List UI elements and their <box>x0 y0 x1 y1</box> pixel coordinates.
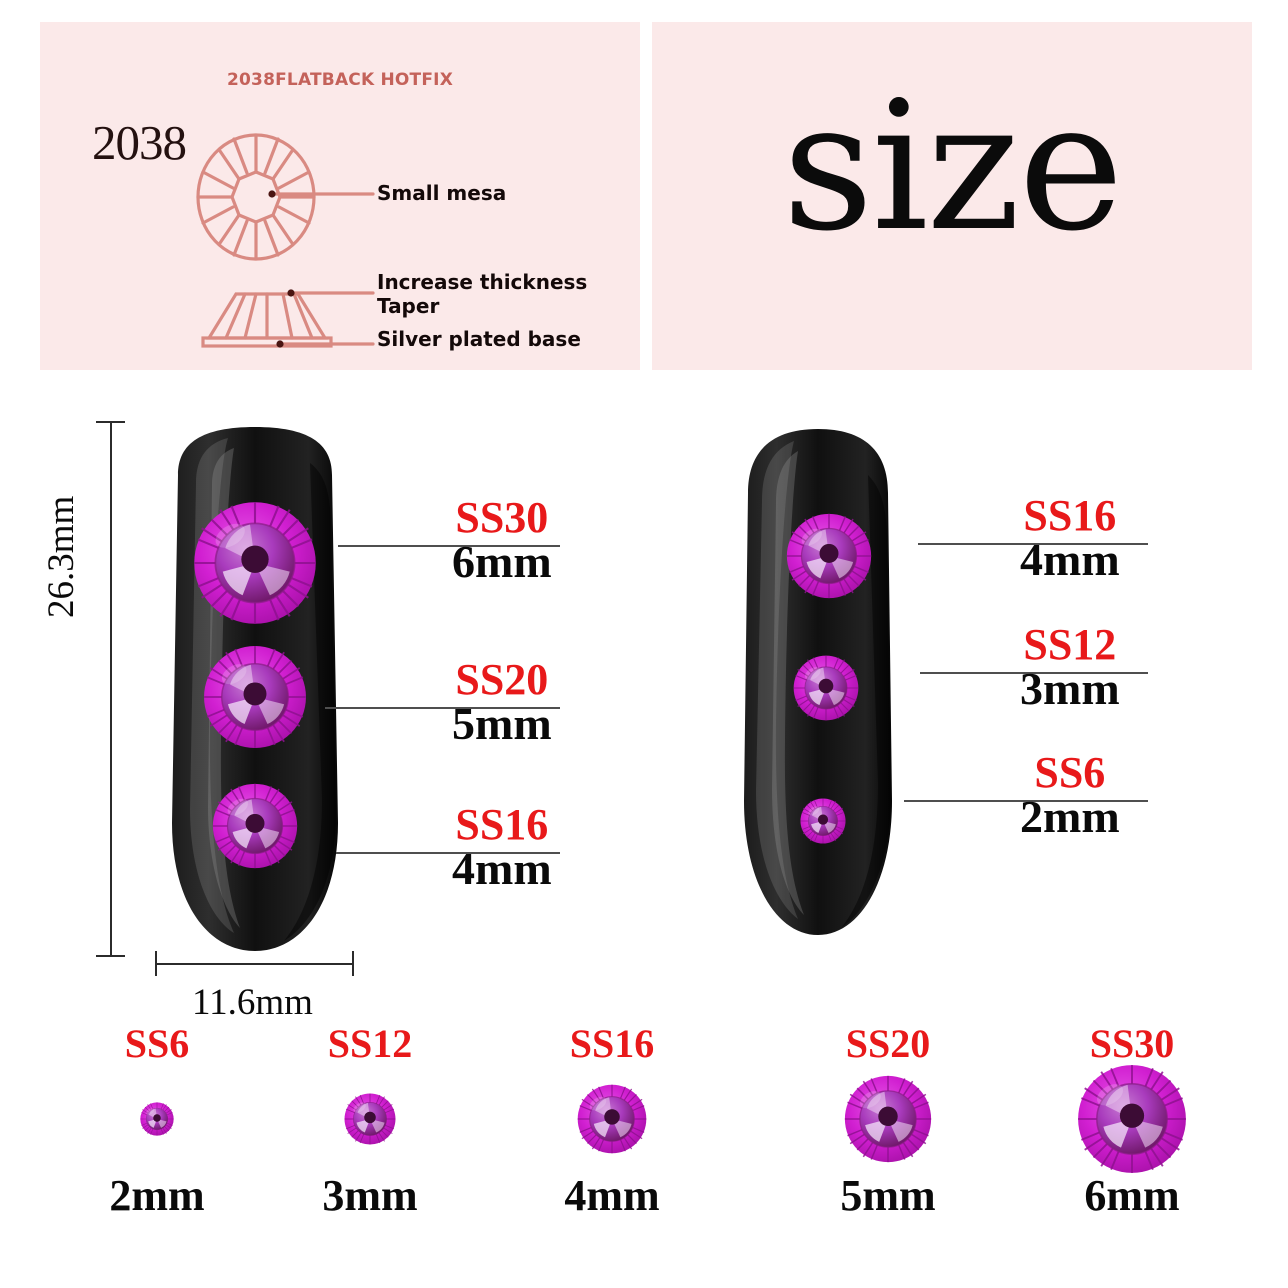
height-dimension-cap-top <box>96 421 125 423</box>
swatch-ss12: SS12 3mm <box>270 1024 470 1218</box>
label-ss6: SS6 2mm <box>1020 748 1120 843</box>
left-nail-edge-shade <box>284 463 336 941</box>
label-ss12-mm: 3mm <box>1020 663 1120 715</box>
label-ss16-left-mm: 4mm <box>452 843 552 895</box>
label-ss16-right-code: SS16 <box>1023 491 1117 540</box>
width-dimension-cap-left <box>155 951 157 976</box>
silver-plated-base-plate <box>201 336 333 348</box>
right-nail-edge-shade <box>842 475 891 927</box>
swatch-ss16-code: SS16 <box>569 1021 655 1066</box>
callout-taper: Taper <box>377 294 440 318</box>
label-ss16-right-mm: 4mm <box>1020 534 1120 586</box>
leader-line-ss16-right <box>918 543 1148 545</box>
label-ss20-mm: 5mm <box>452 698 552 750</box>
swatch-ss20: SS20 5mm <box>788 1024 988 1218</box>
swatch-ss16-gem <box>512 1064 712 1174</box>
size-heading: size <box>782 63 1123 270</box>
gem-ss20 <box>203 645 307 749</box>
label-ss6-mm: 2mm <box>1020 791 1120 843</box>
leader-line-ss30 <box>338 545 560 547</box>
callout-silver-plated-base: Silver plated base <box>377 327 581 351</box>
leader-line-ss20 <box>325 707 560 709</box>
swatch-ss12-mm: 3mm <box>322 1171 418 1220</box>
flatback-code: 2038 <box>92 115 187 170</box>
right-nail-gloss-highlight <box>756 441 798 919</box>
size-word-panel: size <box>652 22 1252 370</box>
swatch-ss6-code: SS6 <box>124 1021 190 1066</box>
gem-ss16-right <box>786 513 872 599</box>
swatch-ss30-gem <box>1032 1064 1232 1174</box>
flatback-technical-drawing <box>196 133 375 348</box>
right-nail-swatch <box>718 423 918 948</box>
swatch-ss12-gem <box>270 1064 470 1174</box>
label-ss30-mm: 6mm <box>452 536 552 588</box>
swatch-ss6: SS6 2mm <box>57 1024 257 1218</box>
swatch-ss30: SS30 6mm <box>1032 1024 1232 1218</box>
swatch-ss12-code: SS12 <box>327 1021 413 1066</box>
label-ss20: SS20 5mm <box>452 655 552 750</box>
right-nail-gloss-strip <box>772 451 804 915</box>
facet-spokes <box>196 133 316 261</box>
gem-ss16 <box>212 783 298 869</box>
height-dimension-line <box>110 421 112 955</box>
width-dimension-line <box>155 963 352 965</box>
swatch-ss6-gem <box>57 1064 257 1174</box>
swatch-ss16: SS16 4mm <box>512 1024 712 1218</box>
side-view-facets <box>224 292 314 340</box>
label-ss12-code: SS12 <box>1023 620 1117 669</box>
height-dimension-cap-bottom <box>96 955 125 957</box>
height-dimension-text: 26.3mm <box>41 495 82 618</box>
gem-ss30 <box>193 501 317 625</box>
leader-line-ss6 <box>904 800 1148 802</box>
label-ss30: SS30 6mm <box>452 493 552 588</box>
flatback-title: 2038FLATBACK HOTFIX <box>227 70 453 90</box>
swatch-ss6-mm: 2mm <box>109 1171 205 1220</box>
flatback-diagram-panel: 2038FLATBACK HOTFIX 2038 <box>40 22 640 370</box>
leader-line-ss16 <box>336 852 560 854</box>
gem-ss6-right <box>800 798 846 844</box>
leader-dots <box>268 190 295 348</box>
swatch-ss20-code: SS20 <box>845 1021 931 1066</box>
left-nail-swatch <box>150 423 360 963</box>
label-ss16-left: SS16 4mm <box>452 800 552 895</box>
width-dimension-text: 11.6mm <box>192 982 313 1023</box>
label-ss6-code: SS6 <box>1034 748 1106 797</box>
leader-line-ss12 <box>920 672 1148 674</box>
width-dimension-cap-right <box>352 951 354 976</box>
label-ss30-code: SS30 <box>455 493 549 542</box>
gem-ss12-right <box>793 655 859 721</box>
swatch-ss20-gem <box>788 1064 988 1174</box>
label-ss16-left-code: SS16 <box>455 800 549 849</box>
callout-increase-thickness: Increase thickness <box>377 270 588 294</box>
label-ss16-right: SS16 4mm <box>1020 491 1120 586</box>
swatch-ss20-mm: 5mm <box>840 1171 936 1220</box>
label-ss20-code: SS20 <box>455 655 549 704</box>
swatch-ss30-code: SS30 <box>1089 1021 1175 1066</box>
label-ss12: SS12 3mm <box>1020 620 1120 715</box>
callout-small-mesa: Small mesa <box>377 181 507 205</box>
swatch-ss30-mm: 6mm <box>1084 1171 1180 1220</box>
swatch-ss16-mm: 4mm <box>564 1171 660 1220</box>
